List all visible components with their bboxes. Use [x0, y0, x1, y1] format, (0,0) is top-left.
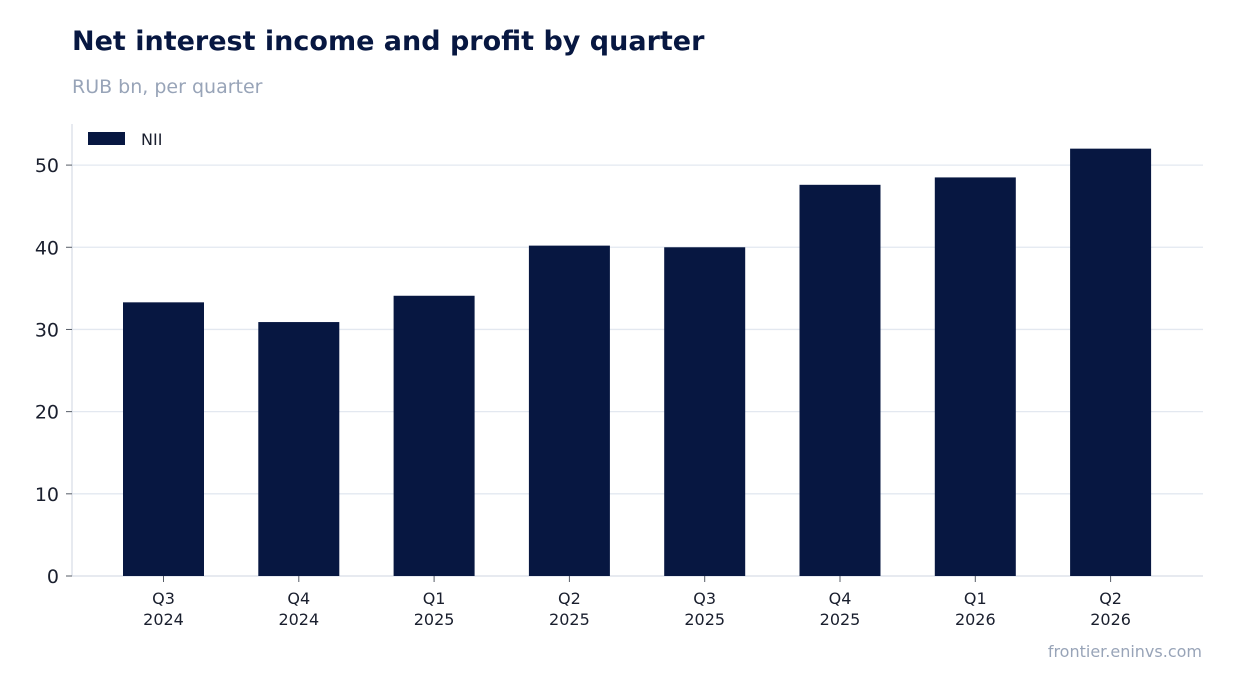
x-tick-label-year: 2026	[955, 610, 996, 629]
y-tick-label: 50	[35, 155, 59, 177]
x-tick-label-quarter: Q4	[287, 589, 310, 608]
x-tick-label-year: 2024	[143, 610, 184, 629]
y-tick-label: 0	[47, 566, 59, 588]
legend: NII	[88, 130, 162, 149]
bar-q3-2025	[664, 247, 746, 577]
y-tick-label: 10	[35, 484, 59, 506]
bar-q2-2025	[528, 245, 610, 576]
x-tick-label-year: 2024	[278, 610, 319, 629]
y-tick-label: 20	[35, 402, 59, 424]
y-tick-label: 30	[35, 319, 59, 341]
bar-q4-2024	[258, 322, 340, 576]
x-tick-label-quarter: Q2	[558, 589, 581, 608]
bar-q4-2025	[799, 184, 881, 576]
x-tick-label-year: 2025	[549, 610, 590, 629]
source-credit: frontier.eninvs.com	[1047, 642, 1202, 661]
x-tick-label-quarter: Q1	[423, 589, 446, 608]
axes	[66, 124, 1203, 582]
bar-q1-2026	[934, 177, 1016, 576]
x-tick-label-quarter: Q4	[829, 589, 852, 608]
x-tick-label-year: 2026	[1090, 610, 1131, 629]
bar-q2-2026	[1070, 148, 1152, 576]
x-tick-label-quarter: Q2	[1099, 589, 1122, 608]
x-tick-label-year: 2025	[820, 610, 861, 629]
bar-q3-2024	[123, 302, 204, 576]
x-tick-label-year: 2025	[684, 610, 725, 629]
gridlines	[72, 164, 1203, 495]
x-tick-label-quarter: Q3	[693, 589, 716, 608]
x-tick-label-quarter: Q3	[152, 589, 175, 608]
legend-label: NII	[141, 130, 162, 149]
bars	[123, 148, 1152, 577]
chart-subtitle: RUB bn, per quarter	[72, 76, 263, 98]
x-tick-label-quarter: Q1	[964, 589, 987, 608]
y-tick-label: 40	[35, 237, 59, 259]
legend-swatch	[88, 132, 125, 145]
x-tick-label-year: 2025	[414, 610, 455, 629]
bar-q1-2025	[393, 295, 475, 576]
chart-title: Net interest income and profit by quarte…	[72, 26, 705, 57]
tick-labels: 0 10 20 30 40 50 Q3 2024 Q4 2024 Q1 2025 Q2 2025 Q3 202…	[35, 155, 1131, 629]
